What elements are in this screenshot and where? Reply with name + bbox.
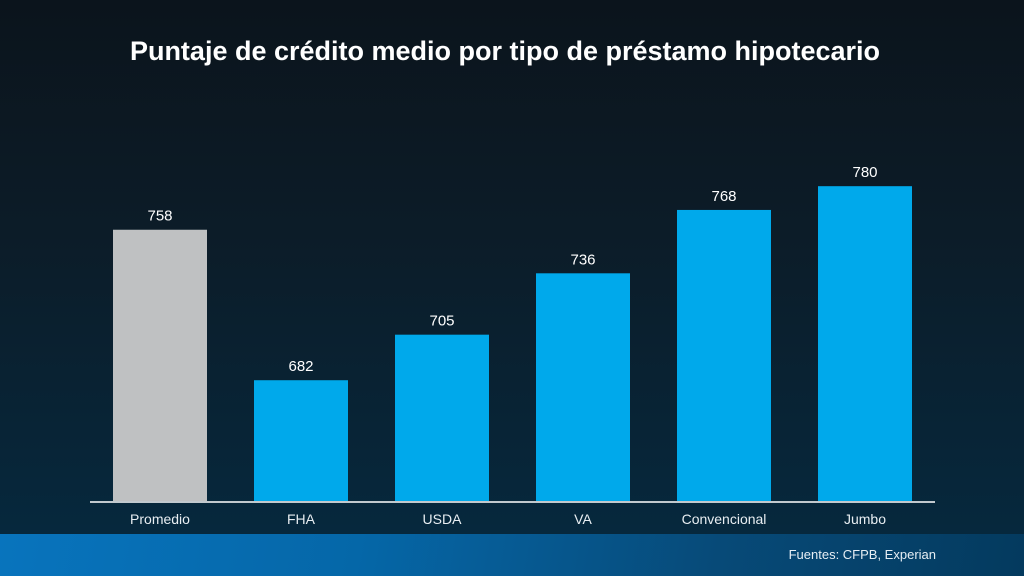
x-tick-label: VA — [574, 511, 592, 527]
bar-convencional — [677, 209, 771, 501]
x-tick-label: Promedio — [130, 511, 190, 527]
bar-va — [536, 273, 630, 501]
data-label: 780 — [852, 164, 877, 181]
data-label: 682 — [288, 358, 313, 375]
x-tick-label: FHA — [287, 511, 316, 527]
data-label: 736 — [570, 251, 595, 268]
bar-promedio — [113, 229, 207, 502]
source-note: Fuentes: CFPB, Experian — [788, 547, 936, 562]
footer-band — [0, 534, 1024, 576]
bar-jumbo — [818, 186, 912, 501]
data-label: 768 — [711, 188, 736, 205]
chart-title: Puntaje de crédito medio por tipo de pré… — [129, 36, 881, 66]
x-tick-label: Convencional — [682, 511, 767, 527]
x-tick-label: USDA — [423, 511, 463, 527]
bar-usda — [395, 334, 489, 501]
data-label: 705 — [429, 313, 454, 330]
bar-fha — [254, 380, 348, 501]
x-tick-label: Jumbo — [844, 511, 886, 527]
data-label: 758 — [147, 208, 172, 225]
